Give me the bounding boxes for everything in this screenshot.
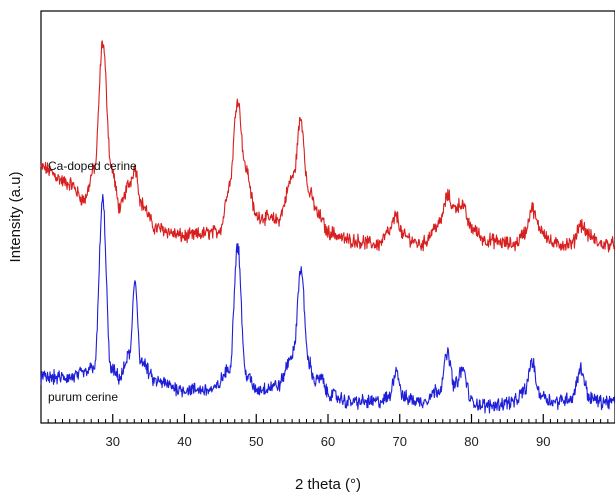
series-label-purum: purum cerine [48,390,118,404]
x-tick-label: 60 [321,434,335,449]
x-tick-label: 90 [536,434,550,449]
x-tick-labels: 30 40 50 60 70 80 90 [106,434,551,449]
series-label-ca-doped: Ca-doped cerine [48,159,137,173]
x-tick-label: 80 [464,434,478,449]
x-tick-label: 70 [393,434,407,449]
x-tick-label: 50 [249,434,263,449]
x-tick-label: 40 [177,434,191,449]
x-tick-label: 30 [106,434,120,449]
series-line-1 [40,193,615,414]
series-layer [40,40,615,414]
x-axis-title: 2 theta (°) [295,476,361,493]
series-line-0 [40,40,615,253]
x-minor-ticks [47,419,609,423]
y-axis-title: Intensity (a.u) [7,172,24,263]
x-major-ticks [112,414,544,423]
